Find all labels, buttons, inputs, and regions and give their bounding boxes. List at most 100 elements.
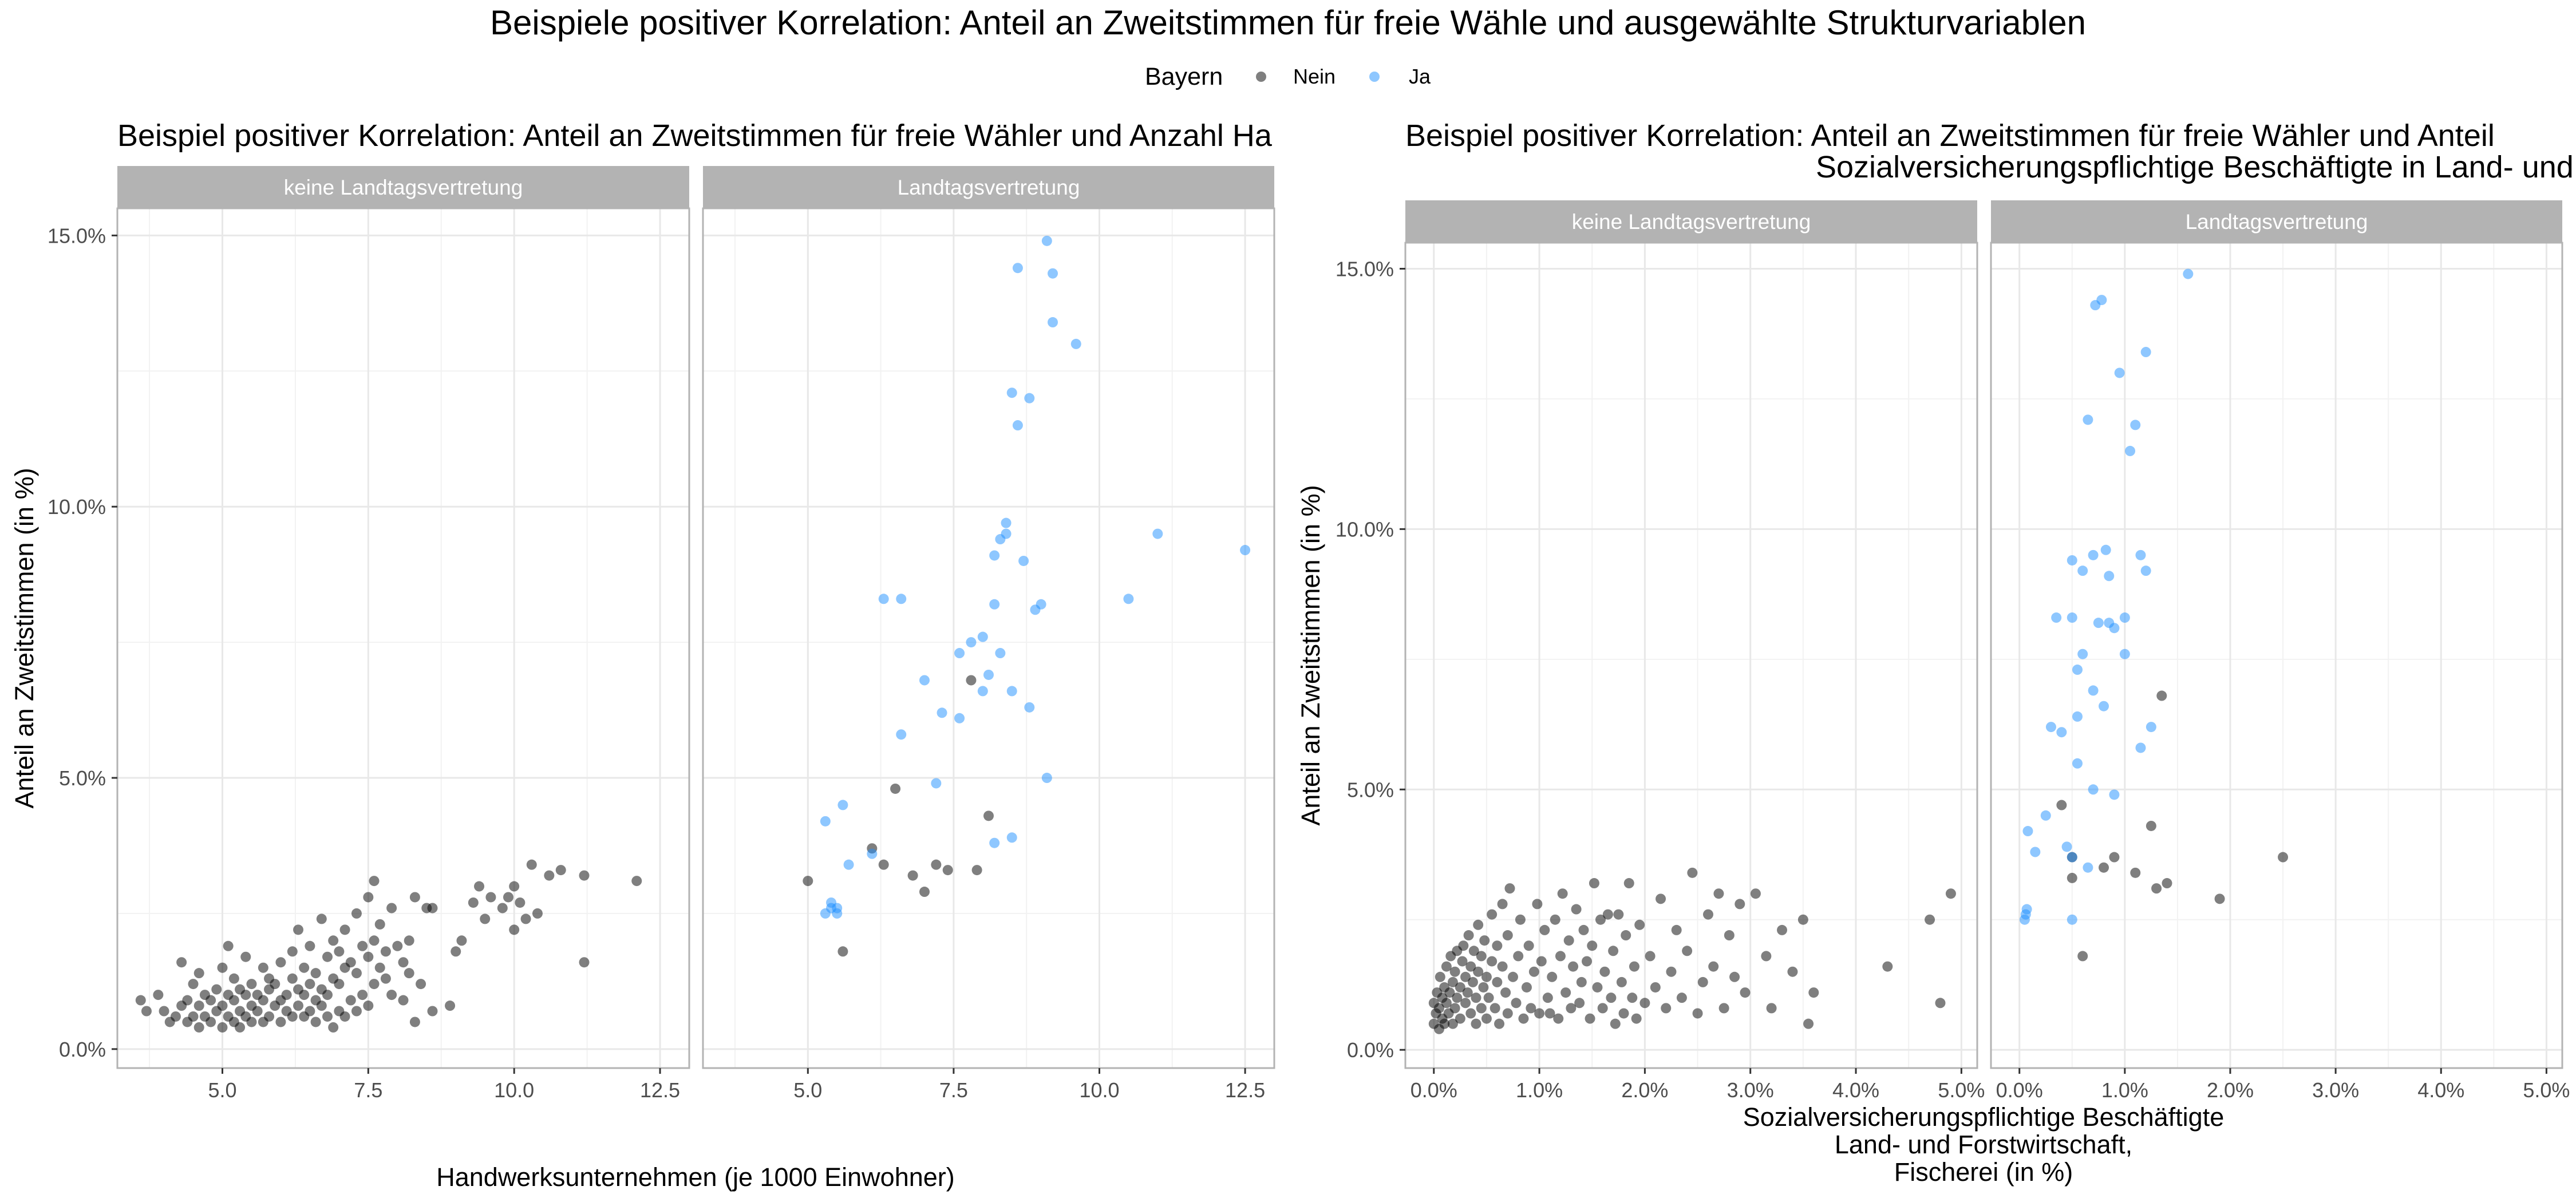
main-title: Beispiele positiver Korrelation: Anteil … <box>490 3 2086 42</box>
data-point <box>310 968 321 979</box>
data-point <box>2040 810 2051 821</box>
data-point <box>2214 893 2225 904</box>
data-point <box>2119 649 2130 659</box>
data-point <box>293 1001 304 1011</box>
x-tick-label: 12.5 <box>640 1078 680 1102</box>
data-point <box>2162 878 2172 889</box>
data-point <box>351 968 362 979</box>
data-point <box>468 897 479 908</box>
data-point <box>1487 909 1498 920</box>
data-point <box>170 1011 181 1022</box>
data-point <box>1467 976 1478 987</box>
data-point <box>1476 951 1487 962</box>
facet-border <box>1404 242 1978 1069</box>
data-point <box>380 946 391 957</box>
data-point <box>983 810 994 821</box>
data-point <box>544 870 555 881</box>
data-point <box>328 935 339 946</box>
facet-strip-label: Landtagsvertretung <box>2186 210 2368 234</box>
data-point <box>2278 852 2289 863</box>
x-tick-label: 2.0% <box>2207 1078 2254 1102</box>
data-point <box>1557 888 1568 899</box>
legend-label-ja: Ja <box>1409 65 1431 88</box>
data-point <box>1621 930 1631 941</box>
data-point <box>176 957 187 968</box>
data-point <box>971 865 982 876</box>
data-point <box>456 935 467 946</box>
data-point <box>299 962 310 973</box>
legend-label-nein: Nein <box>1293 65 1336 88</box>
data-point <box>989 837 1000 848</box>
data-point <box>2135 549 2146 560</box>
facet: keine Landtagsvertretung 0.0% 1.0% 2.0% 3.0%… <box>1336 200 1985 1102</box>
data-point <box>1001 528 1012 539</box>
x-tick-label: 12.5 <box>1225 1078 1265 1102</box>
data-point <box>1629 961 1639 972</box>
data-point <box>1458 940 1469 951</box>
data-point <box>334 979 345 990</box>
data-point <box>1468 946 1479 956</box>
data-point <box>1492 940 1503 951</box>
data-point <box>2109 852 2120 863</box>
data-point <box>258 995 268 1006</box>
data-point <box>363 951 374 962</box>
data-point <box>989 550 1000 561</box>
data-point <box>409 892 420 903</box>
x-axis-title: Fischerei (in %) <box>1894 1157 2073 1187</box>
x-tick-label: 5.0 <box>208 1078 236 1102</box>
facet-strip <box>703 166 1274 208</box>
data-point <box>1521 982 1532 993</box>
data-point <box>316 1001 327 1011</box>
data-point <box>1518 1013 1529 1024</box>
data-point <box>1048 268 1058 279</box>
panel-title: Beispiel positiver Korrelation: Anteil a… <box>117 118 1273 153</box>
data-point <box>1452 993 1463 1003</box>
data-point <box>206 1017 216 1027</box>
data-point <box>135 995 146 1006</box>
data-point <box>1766 1003 1777 1014</box>
data-point <box>896 729 907 740</box>
data-point <box>1925 914 1935 925</box>
data-point <box>1623 878 1634 889</box>
data-point <box>907 870 918 881</box>
data-point <box>404 935 414 946</box>
data-point <box>954 648 965 659</box>
data-point <box>270 979 280 990</box>
data-point <box>896 594 907 604</box>
x-tick-label: 3.0% <box>2312 1078 2359 1102</box>
data-point <box>1018 555 1029 566</box>
facet-strip-label: keine Landtagsvertretung <box>284 176 523 199</box>
data-point <box>299 990 310 1001</box>
legend-key-ja <box>1369 72 1380 82</box>
data-point <box>404 968 414 979</box>
data-point <box>2077 566 2088 576</box>
data-point <box>1481 1013 1492 1024</box>
y-tick-label: 5.0% <box>59 766 106 790</box>
data-point <box>223 940 234 951</box>
data-point <box>310 1017 321 1027</box>
data-point <box>287 946 298 957</box>
facet-background <box>1991 243 2562 1068</box>
data-point <box>2088 549 2099 560</box>
data-point <box>1449 1003 1460 1014</box>
data-point <box>1534 1008 1545 1019</box>
data-point <box>1735 899 1745 910</box>
data-point <box>1024 702 1035 713</box>
legend-key-nein <box>1256 72 1266 82</box>
data-point <box>416 979 426 990</box>
data-point <box>1585 1013 1595 1024</box>
data-point <box>1539 924 1550 935</box>
data-point <box>1687 867 1698 878</box>
data-point <box>1650 982 1661 993</box>
data-point <box>258 962 268 973</box>
y-tick-label: 0.0% <box>1347 1038 1394 1062</box>
data-point <box>287 973 298 984</box>
data-point <box>1547 971 1558 982</box>
data-point <box>1560 987 1571 998</box>
data-point <box>1528 966 1539 977</box>
facet: Landtagsvertretung 0.0% 1.0% 2.0% 3.0% 4.0% 5.… <box>1990 200 2570 1102</box>
data-point <box>275 957 286 968</box>
facet-strip-label: Landtagsvertretung <box>898 176 1080 199</box>
data-point <box>1671 924 1682 935</box>
data-point <box>363 1001 374 1011</box>
